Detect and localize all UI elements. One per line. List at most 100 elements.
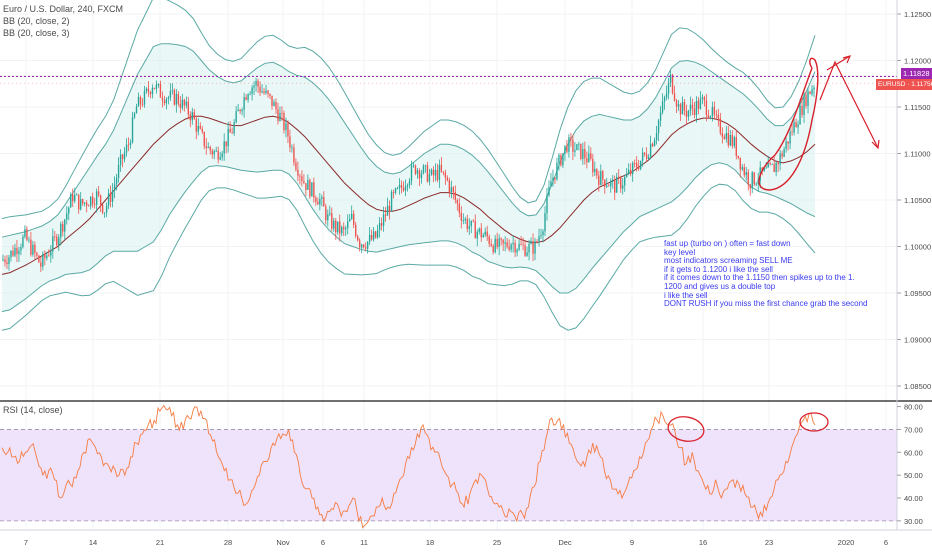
candle-body [109,193,112,202]
candle-body [715,114,718,116]
candle-body [30,239,32,255]
candle-body [627,169,630,175]
candle-body [671,74,674,94]
candle-body [737,155,739,158]
candle-body [321,197,323,199]
candle-body [253,85,255,88]
candle-body [323,197,325,207]
candle-body [657,120,660,134]
candle-body [341,227,343,234]
candle-body [83,202,86,204]
candle-body [781,153,783,157]
candle-body [48,255,50,257]
candle-body [301,176,303,182]
time-tick-label: 23 [765,538,773,547]
candle-body [271,95,273,106]
candle-body [406,185,409,187]
candle-body [667,82,670,94]
candle-body [723,136,726,140]
candle-body [669,74,672,83]
candle-body [52,236,54,252]
candle-body [149,92,152,95]
candle-body [520,243,522,245]
candle-body [701,97,704,99]
candle-body [72,194,74,202]
candle-body [548,186,550,196]
bb-3sd-upper [1,0,816,220]
candle-body [442,171,445,173]
candle-body [693,108,696,116]
candle-body [516,249,518,253]
candle-body [68,207,70,214]
candle-body [358,240,361,248]
candle-body [705,100,708,116]
bb-legend-2sd[interactable]: BB (20, close, 2) [3,16,70,26]
rsi-tick-label: 50.00 [904,471,923,480]
candle-body [502,239,504,244]
candle-body [681,102,684,115]
candle-body [598,175,600,185]
candle-body [315,197,317,202]
candle-body [747,172,749,185]
rsi-legend[interactable]: RSI (14, close) [3,405,63,415]
time-tick-label: 7 [24,538,28,547]
note-line: if it comes down to the 1.1150 then spik… [664,273,855,283]
candle-body [767,163,769,168]
candle-body [42,254,44,267]
candle-body [510,244,512,250]
candle-body [219,157,221,160]
candle-body [101,204,104,213]
candle-body [287,123,289,137]
candle-body [24,229,26,237]
rsi-tick-label: 30.00 [904,517,923,526]
candle-body [709,116,712,118]
candle-body [454,192,457,200]
candle-body [711,106,714,117]
rsi-tick-label: 60.00 [904,448,923,457]
candle-body [484,231,486,236]
candle-body [199,125,201,129]
candle-body [779,153,781,165]
candle-body [418,170,421,179]
time-tick-label: 2020 [838,538,855,547]
candle-body [751,172,753,189]
candle-body [311,182,313,197]
candle-body [600,171,602,185]
candle-body [245,97,247,100]
bb-legend-3sd[interactable]: BB (20, close, 3) [3,28,70,38]
candle-body [416,170,419,174]
candle-body [400,184,403,188]
candle-body [685,110,688,117]
candle-body [366,241,369,249]
candle-body [12,250,14,256]
candle-body [392,191,395,193]
candle-body [16,247,18,255]
candle-body [396,188,399,189]
candle-body [60,223,62,238]
price-tick-label: 1.11000 [904,149,931,158]
candle-body [809,91,811,94]
candle-body [161,97,164,101]
candle-body [44,254,46,259]
candle-body [604,179,606,187]
candle-body [691,104,694,109]
candle-body [683,102,686,111]
candle-body [131,117,134,143]
candle-body [729,135,732,146]
candle-body [444,172,447,178]
time-tick-label: 21 [156,538,164,547]
candle-body [797,124,799,128]
candle-body [560,155,562,166]
bb-basis [1,115,816,275]
candle-body [414,165,417,174]
candle-body [699,98,702,109]
candle-body [225,141,227,147]
candle-body [719,118,722,134]
candle-body [556,162,558,180]
candle-body [299,175,301,177]
candle-body [362,244,365,248]
candle-body [227,128,229,147]
candle-body [382,214,385,226]
candle-body [249,93,251,95]
